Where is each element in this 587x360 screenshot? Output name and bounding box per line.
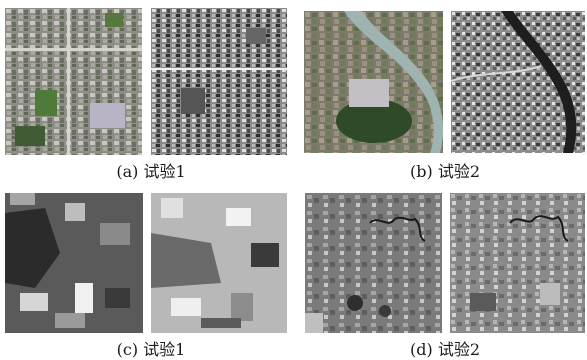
panel-a-image-right [151,8,287,155]
panel-b-image-left [304,11,443,153]
panel-d-image-right [450,193,585,333]
panel-c-image-right [151,193,287,333]
panel-b-image-right [451,11,585,153]
panel-d-image-left [305,193,442,333]
panel-a-image-left [5,8,142,155]
panel-c-image-left [5,193,143,333]
panel-a-caption: (a) 试验1 [116,162,186,181]
panel-c-caption: (c) 试验1 [116,340,186,359]
panel-d-caption: (d) 试验2 [410,340,480,359]
panel-b-caption: (b) 试验2 [410,162,480,181]
